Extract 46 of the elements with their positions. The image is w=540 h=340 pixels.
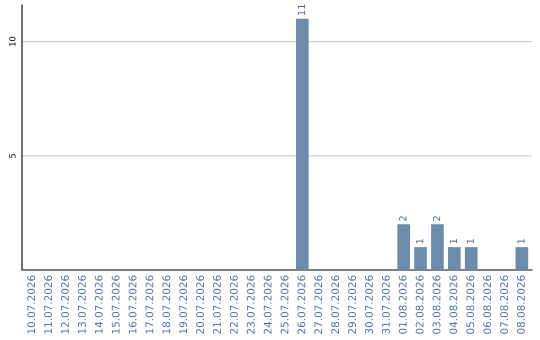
x-tick-label: 25.07.2026: [280, 276, 288, 334]
x-tick-label: 11.07.2026: [44, 276, 52, 334]
data-label: 1: [517, 239, 525, 244]
data-label: 2: [399, 216, 406, 221]
x-tick-label: 19.07.2026: [179, 276, 188, 334]
x-tick-label: 23.07.2026: [246, 276, 255, 334]
bar: [296, 18, 309, 270]
bar: [516, 247, 528, 270]
x-tick-label: 05.08.2026: [466, 276, 474, 334]
x-tick-label: 06.08.2026: [483, 276, 492, 334]
x-tick-label: 16.07.2026: [128, 276, 136, 334]
x-tick-label: 12.07.2026: [61, 276, 69, 334]
bar: [414, 247, 427, 270]
x-tick-label: 29.07.2026: [348, 276, 356, 334]
x-tick-label: 17.07.2026: [145, 276, 154, 334]
bar: [448, 247, 461, 270]
x-tick-label: 18.07.2026: [162, 276, 170, 334]
x-tick-label: 27.07.2026: [314, 276, 322, 334]
data-label: 1: [450, 239, 457, 244]
data-label: 2: [432, 216, 440, 221]
x-tick-label: 28.07.2026: [331, 276, 340, 334]
y-tick-label: 5: [9, 154, 16, 158]
bar: [464, 247, 478, 270]
x-tick-label: 30.07.2026: [365, 276, 373, 334]
x-tick-label: 07.08.2026: [500, 276, 508, 334]
y-tick-label: 10: [9, 36, 16, 46]
data-label: 11: [298, 4, 306, 15]
bar: [431, 224, 444, 270]
data-label: 1: [416, 239, 424, 244]
x-tick-label: 02.08.2026: [416, 276, 424, 334]
x-tick-label: 10.07.2026: [27, 276, 36, 334]
x-tick-label: 15.07.2026: [112, 276, 120, 334]
data-label: 1: [466, 239, 474, 244]
x-tick-label: 03.08.2026: [432, 276, 440, 334]
x-tick-label: 20.07.2026: [196, 276, 204, 334]
x-tick-label: 13.07.2026: [78, 276, 86, 334]
x-tick-label: 08.08.2026: [517, 276, 525, 334]
x-tick-label: 31.07.2026: [382, 276, 390, 334]
x-tick-label: 04.08.2026: [449, 276, 458, 334]
bar: [397, 224, 410, 270]
x-tick-label: 24.07.2026: [264, 276, 272, 334]
x-tick-label: 21.07.2026: [213, 276, 221, 334]
x-tick-label: 26.07.2026: [297, 276, 306, 334]
x-tick-label: 14.07.2026: [94, 276, 103, 334]
x-tick-label: 22.07.2026: [230, 276, 238, 334]
x-tick-label: 01.08.2026: [398, 276, 407, 334]
